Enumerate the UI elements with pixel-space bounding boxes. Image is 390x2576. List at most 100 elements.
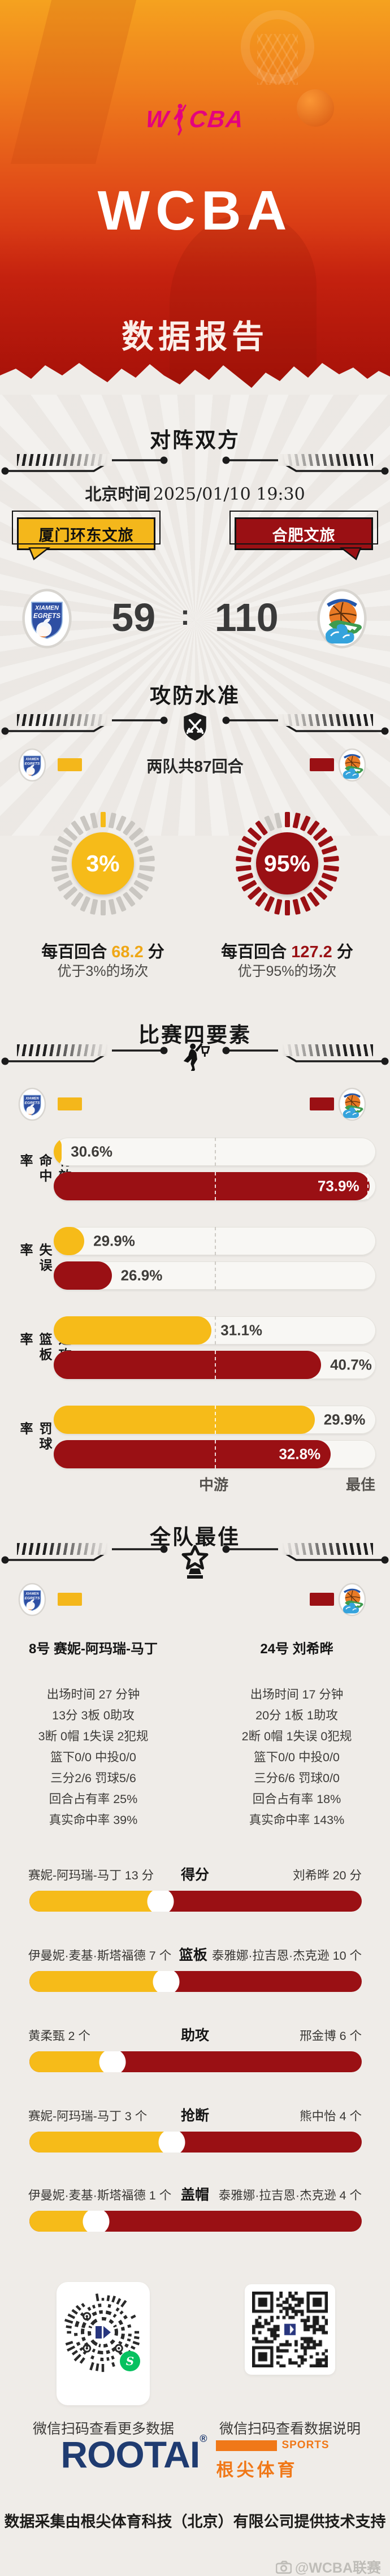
banner-tail [340, 547, 362, 560]
home-score: 59 [111, 595, 156, 639]
away-color-swatch [310, 1593, 334, 1606]
four-factor-row-turnover: 失误率 29.9% 26.9% [0, 1227, 390, 1290]
divider-matchup [0, 451, 390, 479]
stat-line: 回合占有率 25% [49, 1792, 138, 1806]
away-per100-line: 每百回合 127.2 分 [221, 943, 353, 961]
wcba-league-logo: W CBA [0, 103, 390, 136]
page-title: WCBA [97, 179, 293, 241]
home-percentile-value: 3% [86, 850, 120, 876]
home-color-swatch [58, 758, 82, 771]
wechat-badge-icon: S [120, 2351, 140, 2371]
hefei-logo-small [338, 747, 366, 783]
brand-chinese-name: 根尖体育 [216, 2460, 298, 2480]
hefei-logo-small [338, 1087, 366, 1122]
comparison-row-steals: 赛妮-阿玛瑞-马丁 3 个 抢断 熊中怡 4 个 [0, 2104, 390, 2153]
trophy-star-icon [180, 1545, 210, 1579]
stat-line: 三分2/6 罚球5/6 [50, 1771, 136, 1785]
comparison-row-blocks: 伊曼妮·麦基·斯塔福德 1 个 盖帽 泰雅娜·拉吉恩·杰克逊 4 个 [0, 2184, 390, 2232]
qr-right-caption: 微信扫码查看数据说明 [219, 2421, 361, 2437]
away-color-swatch [310, 758, 334, 771]
stat-line: 篮下0/0 中投0/0 [50, 1751, 136, 1764]
divider-team-best [0, 1540, 390, 1568]
xiamen-egrets-logo-small [18, 1582, 46, 1617]
home-best-player-name: 8号 赛妮-阿玛瑞-马丁 [29, 1641, 158, 1657]
away-score: 110 [214, 595, 279, 639]
factor-label: 罚球率 [18, 1421, 52, 1452]
hatch-stripes [278, 454, 373, 466]
home-color-swatch [58, 1593, 82, 1606]
wcba-logo-player-icon [172, 103, 187, 136]
home-better-than: 优于3%的场次 [57, 963, 149, 979]
stat-line: 2断 0帽 1失误 0犯规 [241, 1730, 352, 1743]
stat-line: 真实命中率 143% [249, 1813, 345, 1827]
rootai-wordmark: ROOTAI [60, 2434, 200, 2475]
away-better-than: 优于95%的场次 [237, 963, 337, 979]
home-team-banner: 厦门环东文旅 [12, 511, 161, 560]
stat-line: 三分6/6 罚球0/0 [254, 1771, 340, 1785]
stat-line: 篮下0/0 中投0/0 [254, 1751, 340, 1764]
qr-left-caption: 微信扫码查看更多数据 [32, 2421, 174, 2437]
teams-row-four-factors [0, 1087, 390, 1122]
rootai-brand-logo: ROOTAI® SPORTS 根尖体育 [0, 2430, 390, 2481]
away-team-name: 合肥文旅 [272, 526, 336, 544]
torn-paper-edge [0, 363, 390, 396]
stat-line: 20分 1板 1助攻 [255, 1709, 338, 1722]
xiamen-egrets-logo-small [18, 1087, 46, 1122]
stat-line: 真实命中率 39% [49, 1813, 138, 1827]
axis-label-best: 最佳 [345, 1476, 375, 1493]
divider-offense-defense [0, 711, 390, 740]
home-per100-line: 每百回合 68.2 分 [41, 943, 164, 961]
teams-row-offense-defense: 两队共87回合 [0, 747, 390, 783]
four-factor-row-ftr: 罚球率 29.9% 32.8% [0, 1406, 390, 1468]
away-team-banner: 合肥文旅 [229, 511, 378, 560]
teams-row-team-best [0, 1582, 390, 1617]
stat-line: 出场时间 27 分钟 [46, 1688, 140, 1701]
stat-line: 3断 0帽 1失误 2犯规 [38, 1730, 149, 1743]
away-best-player-card: 24号 刘希晔 出场时间 17 分钟 20分 1板 1助攻 2断 0帽 1失误 … [203, 1637, 390, 1831]
net-silhouette [257, 34, 298, 85]
page-subtitle: 数据报告 [122, 319, 268, 355]
final-score: 59 : 110 [0, 595, 390, 640]
possessions-note: 两队共87回合 [146, 758, 244, 775]
basketball-player-icon [180, 1041, 210, 1071]
home-percentile-gauge: 3% [49, 810, 157, 917]
comparison-row-rebounds: 伊曼妮·麦基·斯塔福德 7 个 篮板 泰雅娜·拉吉恩·杰克逊 10 个 [0, 1944, 390, 1992]
section-title-team-best: 全队最佳 [150, 1525, 240, 1549]
away-color-swatch [310, 1097, 334, 1110]
tech-support-text: 数据采集由根尖体育科技（北京）有限公司提供技术支持 [4, 2513, 386, 2530]
home-team-name: 厦门环东文旅 [38, 526, 134, 544]
hefei-logo-small [338, 1582, 366, 1617]
basketball-silhouette [297, 89, 334, 127]
section-title-matchup: 对阵双方 [150, 429, 240, 452]
away-percentile-value: 95% [263, 850, 311, 876]
section-title-four-factors: 比赛四要素 [138, 1023, 252, 1047]
wechat-miniprogram-qr: S [57, 2282, 150, 2405]
qr-code [245, 2284, 335, 2375]
datetime-label: 北京时间 [85, 486, 151, 504]
wcba-logo-w: W [144, 106, 171, 132]
divider-right [220, 451, 390, 479]
axis-label-mid: 中游 [198, 1476, 228, 1493]
brand-orange-bar [216, 2440, 278, 2451]
datetime-value: 2025/01/10 19:30 [153, 485, 305, 504]
game-datetime: 北京时间 2025/01/10 19:30 [0, 481, 390, 505]
stat-line: 13分 3板 0助攻 [52, 1709, 135, 1722]
camera-icon [276, 2561, 292, 2574]
watermark: @WCBA联赛 [276, 2557, 381, 2576]
wcba-logo-cba: CBA [188, 106, 246, 132]
hero-header: W CBA WCBA 数据报告 [0, 0, 390, 396]
comparison-row-assists: 黄柔甄 2 个 助攻 邢金博 6 个 [0, 2024, 390, 2072]
section-title-offense-defense: 攻防水准 [150, 684, 240, 707]
backboard-silhouette [10, 0, 142, 164]
score-colon: : [180, 599, 190, 631]
away-best-player-name: 24号 刘希晔 [260, 1641, 333, 1657]
divider-left [0, 451, 170, 479]
banner-tail [28, 547, 50, 560]
hefei-logo [317, 587, 367, 650]
comparison-row-points: 赛妮-阿玛瑞-马丁 13 分 得分 刘希晔 20 分 [0, 1864, 390, 1912]
four-factor-row-oreb: 进攻篮板率 31.1% 40.7% [0, 1316, 390, 1379]
away-percentile-gauge: 95% [233, 810, 341, 917]
brand-sports-label: SPORTS [281, 2439, 330, 2451]
registered-mark: ® [200, 2433, 207, 2444]
